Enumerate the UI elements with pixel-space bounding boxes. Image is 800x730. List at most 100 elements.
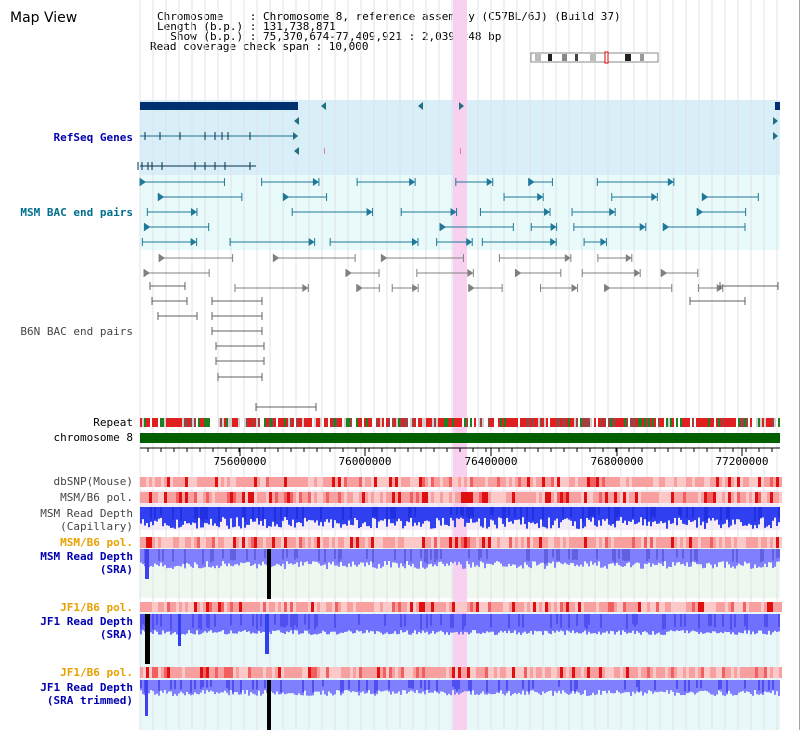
repeat-segment [630,418,632,427]
jf1-depth-bar [608,614,610,634]
jf1-depth-bar-dark [200,614,202,630]
msm-pol2-cell [731,537,734,548]
track-label-msm-bac[interactable]: MSM BAC end pairs [20,206,133,219]
jf1-pol-cell [668,602,671,612]
track-label-msm-pol-1[interactable]: MSM/B6 pol. [60,491,133,504]
msm-pol-cell [194,492,197,503]
msm-depth-cap-bar [674,507,676,518]
jf1-depth-bar [388,614,390,635]
repeat-segment [638,418,640,427]
repeat-segment [260,418,262,427]
repeat-segment [432,418,434,427]
track-label-msm-depth-cap[interactable]: MSM Read Depth [40,507,133,520]
repeat-segment [546,418,548,427]
ideogram-band [640,54,644,61]
msm-pol2-cell [416,537,419,548]
msm-depth-cap-bar-dark [570,507,572,518]
jf1-pol-cell [287,602,290,612]
jf1-depth-bar [324,614,326,632]
track-label-msm-pol-2[interactable]: MSM/B6 pol. [60,536,133,549]
jf1-trim-spike [145,680,148,716]
jf1-trim-bar-dark [302,680,304,693]
msm-pol2-cell [149,537,152,548]
dbsnp-cell [467,477,470,487]
jf1-pol-cell [167,602,170,612]
track-label-refseq[interactable]: RefSeq Genes [53,131,133,144]
msm-pol-cell [404,492,407,503]
repeat-segment [316,418,318,427]
msm-depth-cap-bar-dark [654,507,656,518]
msm-pol-cell [764,492,767,503]
msm-depth-sra-bar [728,549,730,565]
msm-depth-cap-bar-dark [650,507,652,520]
msm-bac-pair-arrow [409,178,416,186]
repeat-segment [396,418,398,427]
track-label-b6n-bac[interactable]: B6N BAC end pairs [20,325,133,338]
jf1-trim-bar [778,680,780,696]
track-label-jf1-trim[interactable]: JF1 Read Depth [40,681,133,694]
msm-depth-sra-bar-dark [690,549,692,563]
jf1-pol2-cell [263,667,266,678]
msm-depth-sra-bar-dark [596,549,598,560]
jf1-depth-bar [736,614,738,635]
repeat-segment [596,418,598,427]
jf1-pol2-cell [569,667,572,678]
jf1-pol2-cell [278,667,281,678]
msm-depth-sra-bar [594,549,596,563]
jf1-trim-bar [770,680,772,694]
jf1-pol2-cell [740,667,743,678]
msm-depth-cap-bar [306,507,308,522]
msm-depth-sra-bar-dark [682,549,684,559]
jf1-depth-bar [276,614,278,631]
repeat-segment [636,418,638,427]
jf1-pol2-cell [551,667,554,678]
jf1-trim-bar [258,680,260,691]
msm-depth-sra-bar [250,549,252,566]
msm-depth-sra-bar [396,549,398,564]
msm-depth-cap-bar [422,507,424,524]
track-label-jf1-pol-2[interactable]: JF1/B6 pol. [60,666,133,679]
jf1-depth-bar [418,614,420,632]
jf1-pol-cell [764,602,767,612]
msm-pol-cell [173,492,176,503]
repeat-segment [332,418,334,427]
b6n-bac-pair-arrow [468,284,475,292]
msm-pol-cell [188,492,191,503]
msm-depth-cap-bar-dark [514,507,516,519]
msm-pol-cell [314,492,317,503]
track-label-jf1-pol-1[interactable]: JF1/B6 pol. [60,601,133,614]
jf1-pol-cell [560,602,563,612]
repeat-segment [368,418,370,427]
jf1-depth-bar [604,614,606,633]
track-label-msm-depth-sra[interactable]: MSM Read Depth [40,550,133,563]
msm-depth-cap-bar-dark [258,507,260,521]
jf1-pol2-cell [689,667,692,678]
msm-pol2-cell [242,537,245,548]
msm-pol-cell [515,492,518,503]
msm-depth-cap-bar [366,507,368,527]
msm-depth-sra-bar [376,549,378,569]
msm-pol2-cell [254,537,257,548]
repeat-segment [492,418,494,427]
msm-depth-sra-bar [604,549,606,567]
repeat-segment [552,418,554,427]
msm-pol-cell [608,492,611,503]
msm-depth-sra-bar [240,549,242,563]
repeat-segment [590,418,592,427]
jf1-pol2-cell [506,667,509,678]
msm-depth-cap-bar [712,507,714,518]
dbsnp-cell [554,477,557,487]
msm-depth-sra-bar-dark [440,549,442,559]
jf1-pol2-cell [344,667,347,678]
msm-depth-cap-bar [770,507,772,529]
track-label-jf1-depth[interactable]: JF1 Read Depth [40,615,133,628]
track-label-dbsnp[interactable]: dbSNP(Mouse) [53,475,133,488]
msm-depth-cap-bar-dark [386,507,388,523]
msm-bac-pair-arrow [528,178,535,186]
msm-depth-sra-bar-dark [430,549,432,560]
jf1-pol2-cell [401,667,404,678]
msm-pol-cell [284,492,287,503]
jf1-trim-bar [250,680,252,693]
msm-depth-spike [145,549,149,579]
